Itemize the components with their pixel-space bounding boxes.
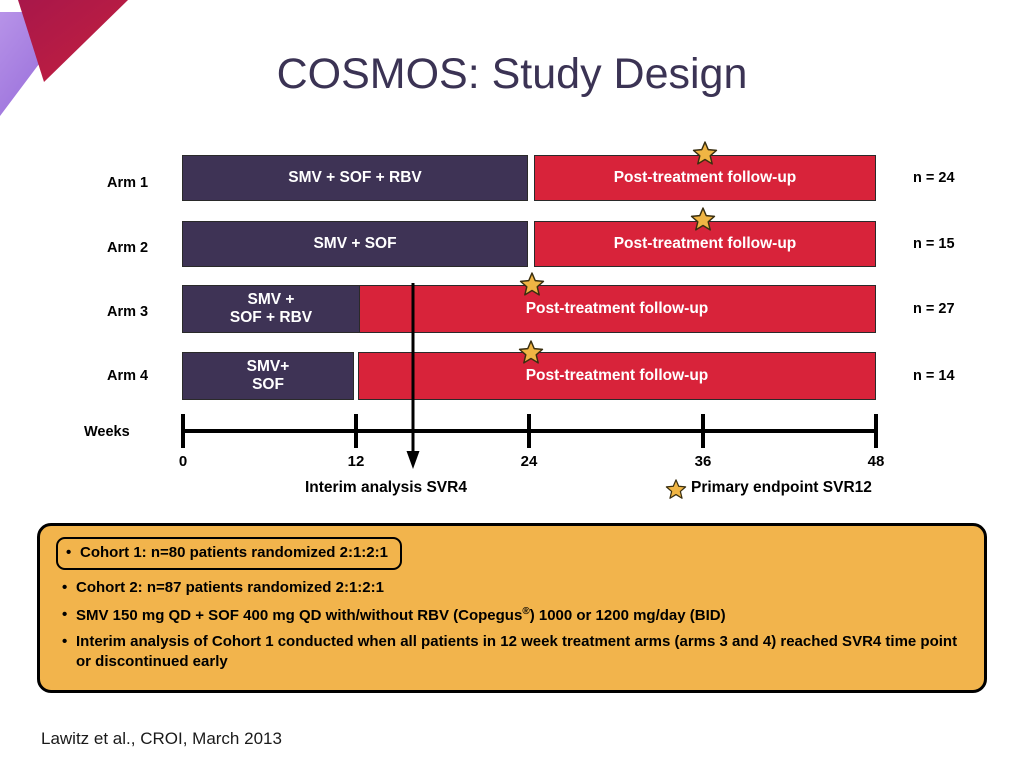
arm-4-followup-label: Post-treatment follow-up [525,366,709,384]
footer-citation: Lawitz et al., CROI, March 2013 [41,729,282,748]
arm-3-followup-bar: Post-treatment follow-up [358,285,876,333]
arm-2-treatment-bar: SMV + SOF [182,221,528,267]
axis-tick-label-0: 0 [178,453,188,470]
study-design-diagram: Arm 1 SMV + SOF + RBV Post-treatment fol… [84,141,955,499]
note-text-dosing: SMV 150 mg QD + SOF 400 mg QD with/witho… [76,605,726,624]
arm-4-treatment-label-line-1: SMV+ [246,357,290,375]
note-bullet-icon: • [62,578,68,596]
note-bullet-icon: • [62,633,68,651]
note-text-cohort-1: Cohort 1: n=80 patients randomized 2:1:2… [80,544,388,561]
arm-4-followup-bar: Post-treatment follow-up [358,352,876,400]
axis-tick-label-24: 24 [520,453,538,470]
arm-4-n-label: n = 14 [913,368,955,384]
svr12-star-icon-arm-3 [519,272,545,296]
arm-1-treatment-label: SMV + SOF + RBV [288,168,422,186]
note-text-cohort-2: Cohort 2: n=87 patients randomized 2:1:2… [76,578,384,596]
arm-3-treatment-label-line-1: SMV + [247,290,295,308]
arm-2-followup-bar: Post-treatment follow-up [534,221,876,267]
arm-1-followup-label: Post-treatment follow-up [613,168,797,186]
study-notes-callout: • Cohort 1: n=80 patients randomized 2:1… [37,523,987,693]
axis-tick-48 [874,414,878,448]
svr12-star-icon-arm-1 [692,141,718,165]
svr12-star-icon-arm-4 [518,340,544,364]
arm-3-n-label: n = 27 [913,301,955,317]
note-item-interim-analysis: • Interim analysis of Cohort 1 conducted… [56,630,968,674]
arm-2-treatment-label: SMV + SOF [313,234,397,252]
arm-label-1: Arm 1 [107,175,149,191]
arm-1-treatment-bar: SMV + SOF + RBV [182,155,528,201]
note-item-cohort-1: • Cohort 1: n=80 patients randomized 2:1… [56,537,402,570]
arm-4-treatment-label-line-2: SOF [252,376,284,393]
arm-3-followup-label: Post-treatment follow-up [525,299,709,317]
note-item-dosing: • SMV 150 mg QD + SOF 400 mg QD with/wit… [56,603,968,628]
arm-3-treatment-bar: SMV + SOF + RBV [182,285,360,333]
axis-tick-0 [181,414,185,448]
axis-tick-36 [701,414,705,448]
svr12-legend-star-icon [665,479,687,499]
arm-4-treatment-bar: SMV+ SOF [182,352,354,400]
primary-endpoint-annotation: Primary endpoint SVR12 [691,479,872,496]
arm-label-4: Arm 4 [107,368,149,384]
arm-1-n-label: n = 24 [913,170,955,186]
page-title: COSMOS: Study Design [276,50,748,98]
arm-3-treatment-label-line-2: SOF + RBV [229,309,313,326]
note-text-interim-analysis: Interim analysis of Cohort 1 conducted w… [76,633,958,671]
axis-tick-label-12: 12 [347,453,365,470]
arm-2-n-label: n = 15 [913,236,955,252]
axis-tick-label-36: 36 [694,453,712,470]
interim-analysis-annotation: Interim analysis SVR4 [305,479,467,496]
axis-tick-24 [527,414,531,448]
note-bullet-icon: • [66,544,72,561]
axis-tick-12 [354,414,358,448]
note-item-cohort-2: • Cohort 2: n=87 patients randomized 2:1… [56,576,968,600]
axis-tick-label-48: 48 [867,453,885,470]
svr12-star-icon-arm-2 [690,207,716,231]
arm-label-2: Arm 2 [107,240,149,256]
arm-label-3: Arm 3 [107,304,149,320]
arm-2-followup-label: Post-treatment follow-up [613,234,797,252]
note-bullet-icon: • [62,605,68,623]
arm-1-followup-bar: Post-treatment follow-up [534,155,876,201]
interim-analysis-arrow [406,283,420,469]
axis-name-weeks: Weeks [84,424,130,440]
